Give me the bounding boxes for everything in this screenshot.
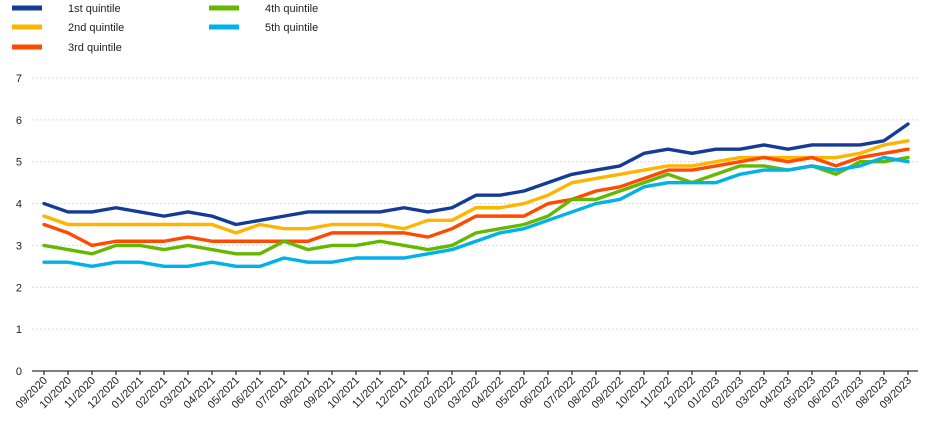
series-lines — [42, 122, 910, 269]
legend-swatch — [12, 5, 42, 11]
y-tick-label: 3 — [16, 240, 22, 252]
legend-label: 5th quintile — [265, 22, 318, 34]
legend-item-5: 5th quintile — [209, 22, 318, 34]
y-tick-label: 5 — [16, 157, 22, 169]
gridlines — [32, 77, 918, 330]
legend-item-3: 3rd quintile — [12, 42, 122, 54]
legend-label: 1st quintile — [68, 3, 121, 15]
legend-item-4: 4th quintile — [209, 3, 318, 15]
legend-label: 3rd quintile — [68, 42, 122, 54]
y-tick-label: 6 — [16, 115, 22, 127]
legend-item-2: 2nd quintile — [12, 22, 124, 34]
legend-swatch — [209, 24, 239, 30]
series-line-5 — [42, 155, 910, 269]
y-tick-label: 7 — [16, 73, 22, 85]
legend-item-1: 1st quintile — [12, 3, 121, 15]
series-line-4 — [42, 155, 910, 256]
legend-swatch — [12, 24, 42, 30]
legend-label: 2nd quintile — [68, 22, 124, 34]
y-tick-label: 2 — [16, 282, 22, 294]
legend-swatch — [12, 44, 42, 50]
series-line-3 — [42, 147, 910, 248]
series-line-2 — [42, 139, 910, 235]
series-line-1 — [42, 122, 910, 227]
y-tick-label: 4 — [16, 199, 22, 211]
legend-label: 4th quintile — [265, 3, 318, 15]
y-tick-label: 0 — [16, 366, 22, 378]
y-tick-label: 1 — [16, 324, 22, 336]
legend: 1st quintile 2nd quintile 3rd quintile 4th … — [12, 3, 318, 54]
legend-swatch — [209, 5, 239, 11]
